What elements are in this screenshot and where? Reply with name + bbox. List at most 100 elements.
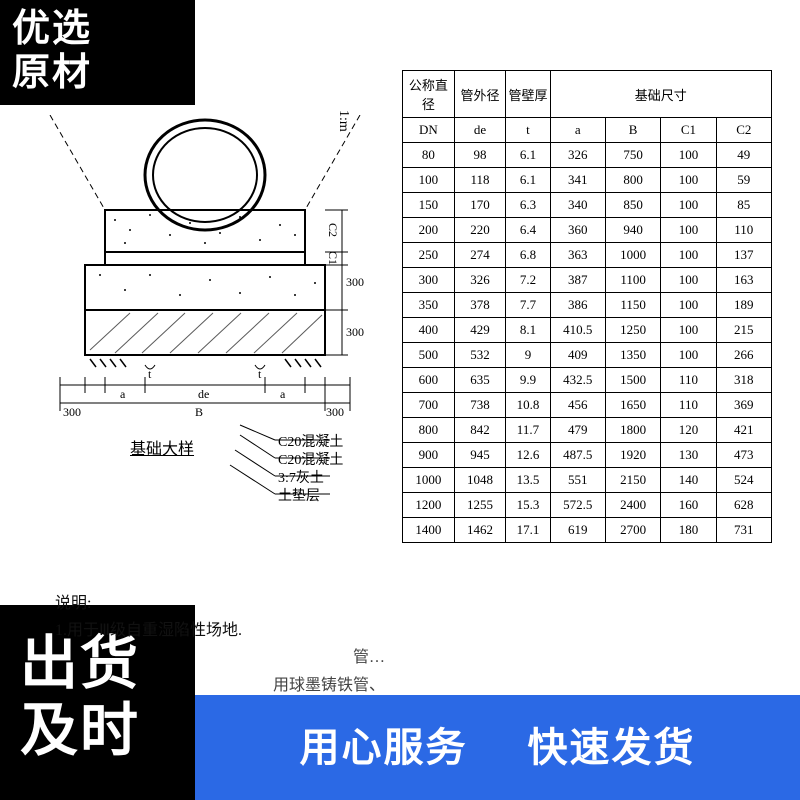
table-cell: 100 [661,318,716,343]
table-row: 1001186.134180010059 [403,168,772,193]
table-cell: 900 [403,443,455,468]
table-cell: 274 [454,243,506,268]
dim-c1: C1 [325,251,340,265]
badge-top-l1: 优选 [12,8,92,50]
table-cell: 12.6 [506,443,550,468]
dim-c2: C2 [325,223,340,237]
table-cell: 456 [550,393,605,418]
table: 公称直径 管外径 管壁厚 基础尺寸 DN de t a B C1 C2 8098… [402,70,772,543]
table-cell: 945 [454,443,506,468]
dim-300b: 300 [346,325,364,340]
table-cell: 500 [403,343,455,368]
table-cell: 524 [716,468,771,493]
table-cell: 360 [550,218,605,243]
table-cell: 17.1 [506,518,550,543]
table-cell: 7.2 [506,268,550,293]
badge-br-left: 用心服务 [300,725,468,771]
table-cell: 7.7 [506,293,550,318]
th-dn-zh: 公称直径 [403,71,455,118]
table-cell: 150 [403,193,455,218]
table-cell: 326 [454,268,506,293]
table-cell: 363 [550,243,605,268]
table-cell: 1000 [605,243,660,268]
th-de-zh: 管外径 [454,71,506,118]
table-cell: 220 [454,218,506,243]
table-cell: 110 [661,393,716,418]
table-cell: 635 [454,368,506,393]
table-cell: 85 [716,193,771,218]
table-cell: 118 [454,168,506,193]
table-row: 1200125515.3572.52400160628 [403,493,772,518]
table-cell: 738 [454,393,506,418]
table-cell: 266 [716,343,771,368]
table-cell: 429 [454,318,506,343]
table-cell: 100 [661,193,716,218]
table-cell: 350 [403,293,455,318]
table-row: 2002206.4360940100110 [403,218,772,243]
table-cell: 80 [403,143,455,168]
table-cell: 250 [403,243,455,268]
table-cell: 100 [661,343,716,368]
table-cell: 100 [661,268,716,293]
table-cell: 6.3 [506,193,550,218]
table-cell: 1200 [403,493,455,518]
table-cell: 110 [716,218,771,243]
table-cell: 8.1 [506,318,550,343]
table-cell: 842 [454,418,506,443]
table-cell: 487.5 [550,443,605,468]
table-cell: 1250 [605,318,660,343]
table-cell: 369 [716,393,771,418]
table-body: 80986.1326750100491001186.13418001005915… [403,143,772,543]
table-cell: 326 [550,143,605,168]
th-t-zh: 管壁厚 [506,71,550,118]
table-cell: 850 [605,193,660,218]
table-row: 4004298.1410.51250100215 [403,318,772,343]
legend-l2: C20混凝土 [278,449,343,469]
th-dn: DN [403,118,455,143]
table-cell: 1400 [403,518,455,543]
table-cell: 940 [605,218,660,243]
dim-a-r: a [280,387,285,402]
table-cell: 2700 [605,518,660,543]
dim-a-l: a [120,387,125,402]
table-cell: 100 [661,243,716,268]
table-cell: 1255 [454,493,506,518]
badge-top-l2: 原材 [12,52,92,94]
table-cell: 110 [661,368,716,393]
table-cell: 300 [403,268,455,293]
table-cell: 800 [605,168,660,193]
legend-l1: C20混凝土 [278,431,343,451]
table-cell: 98 [454,143,506,168]
table-cell: 100 [661,168,716,193]
table-cell: 409 [550,343,605,368]
table-cell: 628 [716,493,771,518]
note-3: 用球墨铸铁管、 [55,672,385,699]
badge-bottom-right: 用心服务 快速发货 [195,695,800,800]
table-cell: 170 [454,193,506,218]
badge-bl-l2: 及时 [20,698,140,763]
table-cell: 120 [661,418,716,443]
table-cell: 1462 [454,518,506,543]
th-de: de [454,118,506,143]
table-cell: 410.5 [550,318,605,343]
dim-300a: 300 [346,275,364,290]
table-cell: 1100 [605,268,660,293]
table-cell: 15.3 [506,493,550,518]
table-cell: 479 [550,418,605,443]
dimension-table: 公称直径 管外径 管壁厚 基础尺寸 DN de t a B C1 C2 8098… [402,70,772,543]
table-cell: 6.8 [506,243,550,268]
table-cell: 200 [403,218,455,243]
table-cell: 1350 [605,343,660,368]
note-1: 1.用于Ⅲ级自重湿陷性场地. [55,617,385,644]
table-cell: 400 [403,318,455,343]
table-cell: 387 [550,268,605,293]
note-2: 管… [55,644,385,671]
table-cell: 700 [403,393,455,418]
table-cell: 100 [661,143,716,168]
foundation-drawing: 1:m C2 C1 300 300 t t a de a 300 B 300 基… [30,115,380,585]
table-cell: 137 [716,243,771,268]
drawing-title: 基础大样 [130,435,194,459]
table-cell: 100 [661,218,716,243]
table-cell: 421 [716,418,771,443]
badge-top: 优选 原材 [0,0,195,105]
